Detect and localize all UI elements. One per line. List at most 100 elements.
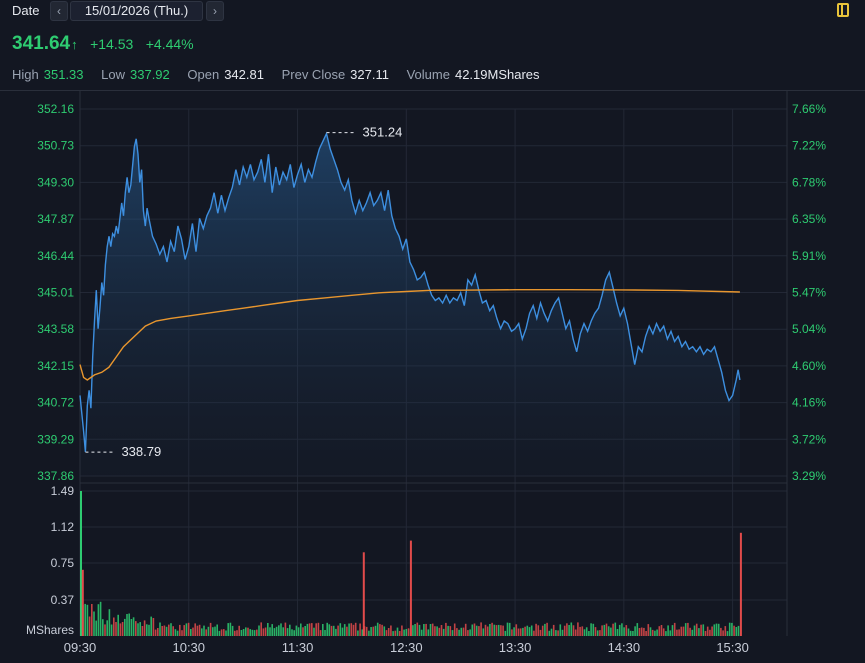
panel-toggle-icon[interactable] [837,3,849,17]
volume-bar [687,622,689,636]
volume-bar [258,625,260,636]
volume-bar [530,625,533,636]
stat-label: Open [187,67,220,82]
volume-bar [354,622,357,636]
volume-bar [275,626,278,636]
volume-bar [359,623,361,636]
volume-bar [539,629,542,636]
volume-bar [524,626,526,636]
volume-bar [647,624,650,636]
volume-bar [515,624,518,636]
volume-bar [469,629,471,636]
volume-bar [676,629,678,636]
volume-bar [183,625,185,636]
volume-unit-label: MShares [26,623,74,637]
volume-bar [471,624,474,636]
volume-bar [678,629,680,636]
volume-bar [124,618,126,636]
time-tick-label: 12:30 [390,640,423,655]
volume-bar [135,621,137,636]
volume-bar [154,629,157,636]
volume-bar [414,624,416,636]
intraday-chart[interactable]: 352.16 350.73 349.30 347.87 346.44 345.01 343.… [0,91,865,663]
volume-bar [86,604,89,636]
volume-bar [618,624,621,636]
volume-bar [231,625,234,636]
volume-bar [480,622,482,636]
volume-bar [495,625,498,636]
volume-bar [174,629,177,636]
volume-bar [654,630,656,636]
volume-bar [629,630,632,636]
volume-bar [328,624,331,636]
volume-bar [669,630,672,636]
volume-bar [381,624,383,636]
volume-bar [280,623,282,636]
volume-bar [566,623,568,636]
volume-bar [425,623,427,636]
arrow-up-icon: ↑ [71,37,78,52]
volume-bar [735,627,738,636]
volume-bar [102,619,104,636]
volume-bar [218,630,221,636]
volume-bar [348,623,350,636]
volume-bar [247,627,249,636]
volume-bar [170,623,172,636]
price-tick-label: 337.86 [37,469,74,483]
volume-bar [572,625,575,636]
volume-bar-spike [409,540,412,636]
volume-bar [555,630,557,636]
volume-bar [234,630,236,636]
next-day-button[interactable]: › [206,1,224,21]
price-tick-label: 343.58 [37,322,74,336]
volume-bar [302,627,304,636]
volume-bar [517,628,520,636]
volume-bar [453,623,456,636]
volume-bar [614,622,617,636]
volume-bar [640,627,643,636]
volume-bar [291,629,293,636]
volume-tick-label: 1.12 [51,520,75,534]
volume-bar [682,626,685,636]
volume-bar [504,630,507,636]
volume-bar [588,631,590,636]
volume-bar [713,624,716,636]
volume-bar [267,623,269,636]
volume-bar [695,623,698,636]
volume-bar-spike [739,532,742,636]
volume-bar [339,623,342,636]
volume-bar [192,627,194,636]
prev-day-button[interactable]: ‹ [50,1,68,21]
volume-bar [605,623,608,636]
pct-tick-label: 5.47% [792,286,826,300]
volume-bar [511,629,513,636]
price-tick-label: 342.15 [37,359,74,373]
stat-label: High [12,67,39,82]
price-change: +14.53 [90,36,134,52]
stat-value: 327.11 [350,67,389,82]
volume-bar [201,628,203,636]
volume-bar [717,623,720,636]
volume-bar [330,625,333,636]
volume-bar [385,630,388,636]
volume-bar [361,629,364,636]
stat-value: 42.19MShares [454,67,540,82]
volume-bar [603,624,606,636]
volume-bar [502,625,504,636]
volume-bar [152,618,155,636]
volume-bar [592,623,595,636]
date-picker[interactable]: 15/01/2026 (Thu.) [70,1,203,21]
volume-bar [236,630,238,636]
volume-bar [544,623,546,636]
volume-bar [559,624,562,636]
volume-bar [324,630,326,636]
volume-bar [196,625,199,636]
volume-bar [552,624,555,636]
volume-bar [583,629,586,636]
volume-bar [273,628,276,636]
volume-bar [563,625,566,636]
volume-bar [610,627,612,636]
volume-bar [599,630,601,636]
volume-bar [438,627,441,636]
volume-bar [194,623,196,636]
